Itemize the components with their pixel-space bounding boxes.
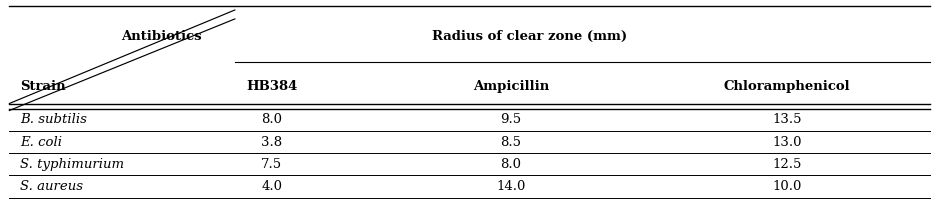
Text: Antibiotics: Antibiotics (121, 30, 202, 43)
Text: S. typhimurium: S. typhimurium (21, 157, 125, 170)
Text: B. subtilis: B. subtilis (21, 112, 87, 125)
Text: V. alginolyticus: V. alginolyticus (21, 201, 121, 202)
Text: E. coli: E. coli (21, 135, 62, 148)
Text: 11.0: 11.0 (772, 201, 802, 202)
Text: 12.5: 12.5 (772, 157, 802, 170)
Text: S. aureus: S. aureus (21, 179, 84, 192)
Text: Radius of clear zone (mm): Radius of clear zone (mm) (432, 30, 627, 43)
Text: 13.0: 13.0 (772, 135, 802, 148)
Text: 8.0: 8.0 (500, 157, 521, 170)
Text: 9.5: 9.5 (500, 112, 521, 125)
Text: 10.0: 10.0 (772, 179, 802, 192)
Text: 8.0: 8.0 (261, 112, 282, 125)
Text: 3.8: 3.8 (261, 135, 283, 148)
Text: 14.0: 14.0 (496, 179, 526, 192)
Text: Chloramphenicol: Chloramphenicol (724, 80, 851, 93)
Text: 13.5: 13.5 (772, 112, 802, 125)
Text: Strain: Strain (21, 80, 66, 93)
Text: 6.5: 6.5 (500, 201, 521, 202)
Text: HB384: HB384 (246, 80, 298, 93)
Text: 4.0: 4.0 (261, 179, 282, 192)
Text: -: - (269, 201, 274, 202)
Text: 7.5: 7.5 (261, 157, 283, 170)
Text: 8.5: 8.5 (500, 135, 521, 148)
Text: Ampicillin: Ampicillin (472, 80, 549, 93)
